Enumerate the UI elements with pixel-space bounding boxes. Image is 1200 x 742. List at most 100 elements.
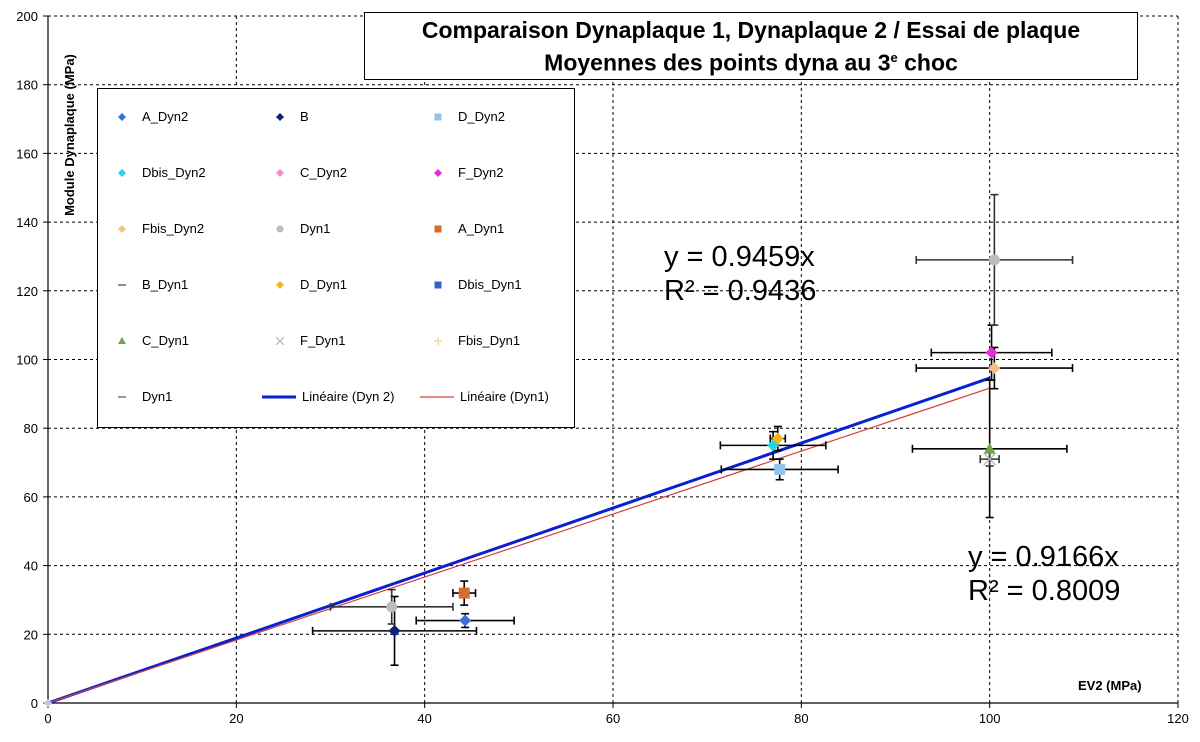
data-point-f-dyn2 xyxy=(985,346,998,359)
legend-symbol xyxy=(118,283,126,286)
y-tick-label: 100 xyxy=(16,353,38,368)
legend-marker xyxy=(434,113,442,120)
legend-symbol xyxy=(118,224,126,233)
legend-marker xyxy=(276,225,284,232)
legend-label: Fbis_Dyn1 xyxy=(458,333,521,348)
y-tick-label: 20 xyxy=(24,627,38,642)
data-point-a-dyn1 xyxy=(458,587,470,599)
data-point-fbis-dyn2 xyxy=(988,362,1001,375)
trendline-equation-dyn1: y = 0.9166x R² = 0.8009 xyxy=(968,540,1120,608)
legend-symbol xyxy=(434,225,442,232)
legend-label: Linéaire (Dyn1) xyxy=(460,389,549,404)
legend-label: Fbis_Dyn2 xyxy=(142,221,205,236)
trendlines xyxy=(47,376,991,705)
legend-label: Dbis_Dyn1 xyxy=(458,277,522,292)
tick-labels: 0 20 40 60 80 100 120 0 20 40 60 80 100 120 140 160 180 2… xyxy=(16,9,1189,726)
legend-item: D_Dyn1 xyxy=(274,277,347,292)
legend-symbol xyxy=(118,168,126,177)
data-point-d-dyn1 xyxy=(771,432,784,445)
legend-label: D_Dyn2 xyxy=(458,109,505,124)
legend-marker xyxy=(118,283,126,286)
x-tick-label: 80 xyxy=(794,711,808,726)
legend-item: B_Dyn1 xyxy=(116,277,188,292)
legend-symbol xyxy=(262,395,296,398)
legend-symbol xyxy=(275,336,285,345)
legend-item: C_Dyn1 xyxy=(116,333,189,348)
legend-symbol xyxy=(276,280,284,289)
legend-item: B xyxy=(274,109,309,124)
legend-item: Dbis_Dyn2 xyxy=(116,165,206,180)
y-tick-label: 60 xyxy=(24,490,38,505)
data-points xyxy=(44,254,1001,707)
legend-symbol xyxy=(434,113,442,120)
legend-marker xyxy=(118,224,126,233)
origin-point xyxy=(44,699,52,707)
data-point-a-dyn2 xyxy=(459,614,472,627)
y-tick-label: 80 xyxy=(24,421,38,436)
legend-label: B xyxy=(300,109,309,124)
title-line-2: Moyennes des points dyna au 3e choc xyxy=(544,49,958,76)
legend-item: A_Dyn1 xyxy=(432,221,504,236)
equation: y = 0.9459x xyxy=(664,241,815,273)
legend-marker xyxy=(275,336,285,345)
y-tick-label: 0 xyxy=(31,696,38,711)
trendline-equation-dyn2: y = 0.9459x R² = 0.9436 xyxy=(664,240,816,308)
legend-label: D_Dyn1 xyxy=(300,277,347,292)
chart-title: Comparaison Dynaplaque 1, Dynaplaque 2 /… xyxy=(364,12,1138,80)
legend-label: Dbis_Dyn2 xyxy=(142,165,206,180)
legend-symbol xyxy=(118,112,126,121)
data-point-f-dyn1 xyxy=(983,452,997,466)
legend-item: F_Dyn2 xyxy=(432,165,504,180)
data-point-d-dyn2 xyxy=(774,463,786,475)
legend-marker xyxy=(434,225,442,232)
data-point-c-dyn1 xyxy=(983,442,996,454)
legend-symbol xyxy=(434,168,442,177)
y-tick-label: 200 xyxy=(16,9,38,24)
legend-symbol xyxy=(276,225,284,232)
legend-symbol xyxy=(434,336,442,345)
legend-symbol xyxy=(276,112,284,121)
x-tick-label: 120 xyxy=(1167,711,1189,726)
x-tick-label: 0 xyxy=(44,711,51,726)
legend-symbol xyxy=(118,395,126,398)
legend-item: A_Dyn2 xyxy=(116,109,188,124)
legend-symbol xyxy=(118,336,126,344)
legend-label: Linéaire (Dyn 2) xyxy=(302,389,395,404)
legend-marker xyxy=(276,280,284,289)
data-point-b xyxy=(388,624,401,637)
y-tick-label: 160 xyxy=(16,146,38,161)
legend-label: A_Dyn1 xyxy=(458,221,505,236)
y-axis-label: Module Dynaplaque (MPa) xyxy=(62,54,77,216)
legend-marker xyxy=(118,395,126,398)
legend-marker xyxy=(434,168,442,177)
trendline xyxy=(47,376,991,705)
legend-marker xyxy=(118,112,126,121)
legend-label: A_Dyn2 xyxy=(142,109,189,124)
legend-item: Fbis_Dyn1 xyxy=(432,333,520,348)
r-squared: R² = 0.9436 xyxy=(664,275,817,307)
y-tick-label: 40 xyxy=(24,559,38,574)
legend-marker xyxy=(118,168,126,177)
legend-label: Dyn1 xyxy=(300,221,331,236)
legend-symbol xyxy=(276,168,284,177)
y-tick-label: 180 xyxy=(16,78,38,93)
legend-label: Dyn1 xyxy=(142,389,173,404)
legend-item: C_Dyn2 xyxy=(274,165,347,180)
legend-label: F_Dyn2 xyxy=(458,165,504,180)
y-tick-label: 140 xyxy=(16,215,38,230)
r-squared: R² = 0.8009 xyxy=(968,575,1121,607)
y-tick-label: 120 xyxy=(16,284,38,299)
x-tick-label: 40 xyxy=(417,711,431,726)
data-point-dyn1 xyxy=(988,254,1000,266)
x-tick-label: 60 xyxy=(606,711,620,726)
trendline xyxy=(47,387,990,704)
equation: y = 0.9166x xyxy=(968,541,1119,573)
legend-label: F_Dyn1 xyxy=(300,333,346,348)
legend-label: B_Dyn1 xyxy=(142,277,189,292)
legend-item: Fbis_Dyn2 xyxy=(116,221,204,236)
legend-item: Dyn1 xyxy=(274,221,330,236)
legend-marker xyxy=(276,112,284,121)
legend-marker xyxy=(276,168,284,177)
legend-symbol xyxy=(434,281,442,288)
x-tick-label: 100 xyxy=(979,711,1001,726)
